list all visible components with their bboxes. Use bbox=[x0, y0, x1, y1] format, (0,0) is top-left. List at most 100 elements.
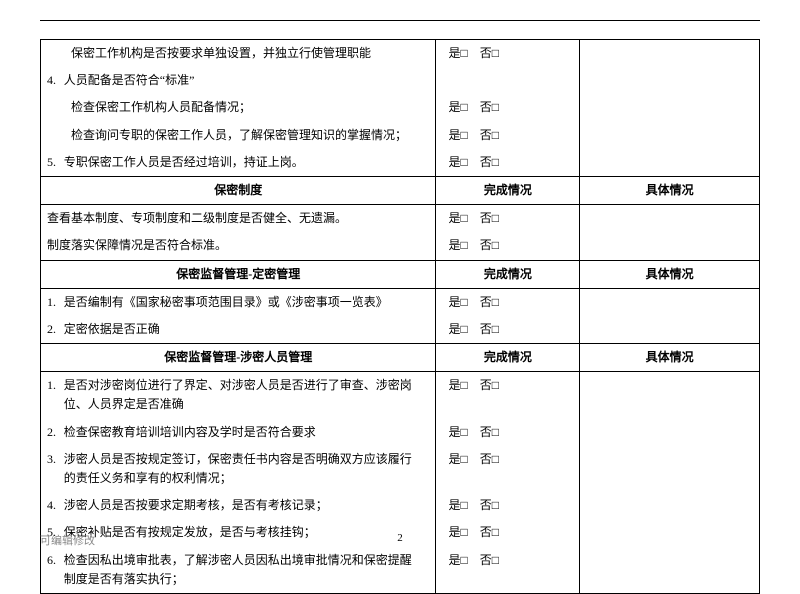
item-text: 定密依据是否正确 bbox=[64, 320, 422, 339]
detail-cell bbox=[580, 205, 760, 260]
completion-header: 完成情况 bbox=[436, 344, 580, 372]
yes-label: 是 bbox=[448, 46, 460, 60]
yes-label: 是 bbox=[448, 553, 460, 567]
completion-header: 完成情况 bbox=[436, 176, 580, 204]
section-title: 保密制度 bbox=[41, 176, 436, 204]
item-cell: 1.是否编制有《国家秘密事项范围目录》或《涉密事项一览表》 bbox=[41, 288, 436, 316]
no-checkbox[interactable]: □ bbox=[492, 425, 499, 439]
item-text: 保密工作机构是否按要求单独设置，并独立行使管理职能 bbox=[47, 44, 371, 63]
yes-checkbox[interactable]: □ bbox=[460, 378, 467, 392]
yes-checkbox[interactable]: □ bbox=[460, 553, 467, 567]
no-checkbox[interactable]: □ bbox=[492, 46, 499, 60]
completion-cell: 是□ 否□ bbox=[436, 205, 580, 233]
detail-header: 具体情况 bbox=[580, 176, 760, 204]
item-text: 检查保密工作机构人员配备情况； bbox=[47, 98, 251, 117]
completion-cell: 是□ 否□ bbox=[436, 446, 580, 492]
no-label: 否 bbox=[480, 155, 492, 169]
completion-cell: 是□ 否□ bbox=[436, 40, 580, 68]
completion-cell: 是□ 否□ bbox=[436, 232, 580, 260]
item-cell: 检查保密工作机构人员配备情况； bbox=[41, 94, 436, 121]
item-number: 3. bbox=[47, 450, 64, 469]
item-number: 4. bbox=[47, 496, 64, 515]
yes-checkbox[interactable]: □ bbox=[460, 46, 467, 60]
yes-label: 是 bbox=[448, 378, 460, 392]
item-text: 是否对涉密岗位进行了界定、对涉密人员是否进行了审查、涉密岗位、人员界定是否准确 bbox=[64, 376, 422, 414]
item-text: 人员配备是否符合“标准” bbox=[64, 71, 422, 90]
completion-cell: 是□ 否□ bbox=[436, 316, 580, 344]
no-checkbox[interactable]: □ bbox=[492, 295, 499, 309]
checklist-table: 保密工作机构是否按要求单独设置，并独立行使管理职能是□ 否□4.人员配备是否符合… bbox=[40, 39, 760, 594]
no-checkbox[interactable]: □ bbox=[492, 100, 499, 114]
item-text: 查看基本制度、专项制度和二级制度是否健全、无遗漏。 bbox=[47, 211, 347, 225]
item-cell: 查看基本制度、专项制度和二级制度是否健全、无遗漏。 bbox=[41, 205, 436, 233]
item-cell: 制度落实保障情况是否符合标准。 bbox=[41, 232, 436, 260]
no-checkbox[interactable]: □ bbox=[492, 498, 499, 512]
item-number: 2. bbox=[47, 320, 64, 339]
item-text: 制度落实保障情况是否符合标准。 bbox=[47, 238, 227, 252]
yes-checkbox[interactable]: □ bbox=[460, 128, 467, 142]
item-cell: 5.专职保密工作人员是否经过培训，持证上岗。 bbox=[41, 149, 436, 177]
yes-checkbox[interactable]: □ bbox=[460, 498, 467, 512]
yes-checkbox[interactable]: □ bbox=[460, 452, 467, 466]
yes-checkbox[interactable]: □ bbox=[460, 211, 467, 225]
detail-header: 具体情况 bbox=[580, 260, 760, 288]
yes-checkbox[interactable]: □ bbox=[460, 322, 467, 336]
yes-checkbox[interactable]: □ bbox=[460, 100, 467, 114]
item-text: 检查保密教育培训培训内容及学时是否符合要求 bbox=[64, 423, 422, 442]
detail-cell bbox=[580, 288, 760, 343]
table-row: 保密工作机构是否按要求单独设置，并独立行使管理职能是□ 否□ bbox=[41, 40, 760, 68]
no-label: 否 bbox=[480, 128, 492, 142]
item-number: 2. bbox=[47, 423, 64, 442]
table-row: 1.是否对涉密岗位进行了界定、对涉密人员是否进行了审查、涉密岗位、人员界定是否准… bbox=[41, 372, 760, 419]
item-text: 检查询问专职的保密工作人员，了解保密管理知识的掌握情况； bbox=[47, 126, 407, 145]
item-cell: 4.涉密人员是否按要求定期考核，是否有考核记录； bbox=[41, 492, 436, 519]
item-number: 6. bbox=[47, 551, 64, 570]
no-label: 否 bbox=[480, 498, 492, 512]
section-header-row: 保密制度完成情况具体情况 bbox=[41, 176, 760, 204]
yes-checkbox[interactable]: □ bbox=[460, 425, 467, 439]
no-label: 否 bbox=[480, 46, 492, 60]
completion-cell: 是□ 否□ bbox=[436, 94, 580, 121]
page-number: 2 bbox=[397, 532, 403, 544]
item-cell: 4.人员配备是否符合“标准” bbox=[41, 67, 436, 94]
completion-cell: 是□ 否□ bbox=[436, 122, 580, 149]
completion-cell: 是□ 否□ bbox=[436, 492, 580, 519]
item-cell: 6.检查因私出境审批表，了解涉密人员因私出境审批情况和保密提醒制度是否有落实执行… bbox=[41, 547, 436, 594]
completion-cell: 是□ 否□ bbox=[436, 419, 580, 446]
no-checkbox[interactable]: □ bbox=[492, 211, 499, 225]
no-label: 否 bbox=[480, 425, 492, 439]
no-checkbox[interactable]: □ bbox=[492, 322, 499, 336]
yes-label: 是 bbox=[448, 128, 460, 142]
yes-checkbox[interactable]: □ bbox=[460, 238, 467, 252]
item-cell: 2.检查保密教育培训培训内容及学时是否符合要求 bbox=[41, 419, 436, 446]
detail-cell bbox=[580, 40, 760, 177]
no-checkbox[interactable]: □ bbox=[492, 238, 499, 252]
footer-left: 可编辑修改 bbox=[40, 535, 95, 547]
table-row: 1.是否编制有《国家秘密事项范围目录》或《涉密事项一览表》是□ 否□ bbox=[41, 288, 760, 316]
no-checkbox[interactable]: □ bbox=[492, 155, 499, 169]
completion-cell: 是□ 否□ bbox=[436, 372, 580, 419]
item-number: 4. bbox=[47, 71, 64, 90]
yes-label: 是 bbox=[448, 295, 460, 309]
detail-cell bbox=[580, 372, 760, 594]
completion-cell: 是□ 否□ bbox=[436, 547, 580, 594]
item-cell: 2.定密依据是否正确 bbox=[41, 316, 436, 344]
no-checkbox[interactable]: □ bbox=[492, 128, 499, 142]
section-header-row: 保密监督管理-涉密人员管理完成情况具体情况 bbox=[41, 344, 760, 372]
item-text: 专职保密工作人员是否经过培训，持证上岗。 bbox=[64, 153, 422, 172]
item-number: 1. bbox=[47, 376, 64, 395]
no-checkbox[interactable]: □ bbox=[492, 378, 499, 392]
no-checkbox[interactable]: □ bbox=[492, 452, 499, 466]
yes-label: 是 bbox=[448, 322, 460, 336]
item-text: 检查因私出境审批表，了解涉密人员因私出境审批情况和保密提醒制度是否有落实执行； bbox=[64, 551, 422, 589]
completion-cell: 是□ 否□ bbox=[436, 288, 580, 316]
item-cell: 检查询问专职的保密工作人员，了解保密管理知识的掌握情况； bbox=[41, 122, 436, 149]
header-rule bbox=[40, 20, 760, 21]
item-cell: 3.涉密人员是否按规定签订，保密责任书内容是否明确双方应该履行的责任义务和享有的… bbox=[41, 446, 436, 492]
no-checkbox[interactable]: □ bbox=[492, 553, 499, 567]
no-label: 否 bbox=[480, 295, 492, 309]
yes-checkbox[interactable]: □ bbox=[460, 295, 467, 309]
yes-label: 是 bbox=[448, 425, 460, 439]
yes-checkbox[interactable]: □ bbox=[460, 155, 467, 169]
yes-label: 是 bbox=[448, 211, 460, 225]
